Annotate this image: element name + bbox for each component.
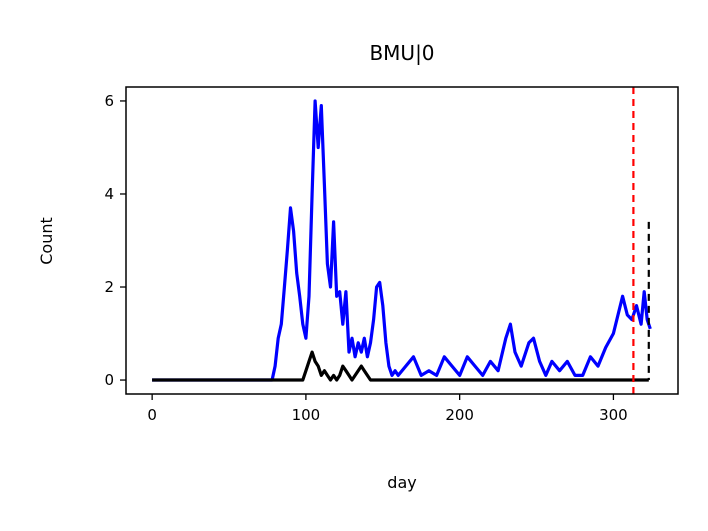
y-tick-label: 6: [104, 92, 114, 110]
plot-frame: [125, 86, 679, 395]
y-axis-label: Count: [37, 217, 56, 265]
x-tick-label: 300: [599, 406, 628, 424]
x-tick-label: 200: [445, 406, 474, 424]
plot-area: [152, 87, 652, 394]
y-tick-label: 2: [104, 278, 114, 296]
y-tick-label: 4: [104, 185, 114, 203]
series-line-1: [152, 350, 649, 382]
chart-title: BMU|0: [369, 41, 434, 65]
series-line-0: [152, 99, 652, 382]
x-tick-label: 0: [147, 406, 157, 424]
y-tick-label: 0: [104, 371, 114, 389]
axis-ticks: 0 100 200 300 0 2 4 6: [104, 92, 627, 424]
x-axis-label: day: [387, 473, 416, 492]
x-tick-label: 100: [292, 406, 321, 424]
